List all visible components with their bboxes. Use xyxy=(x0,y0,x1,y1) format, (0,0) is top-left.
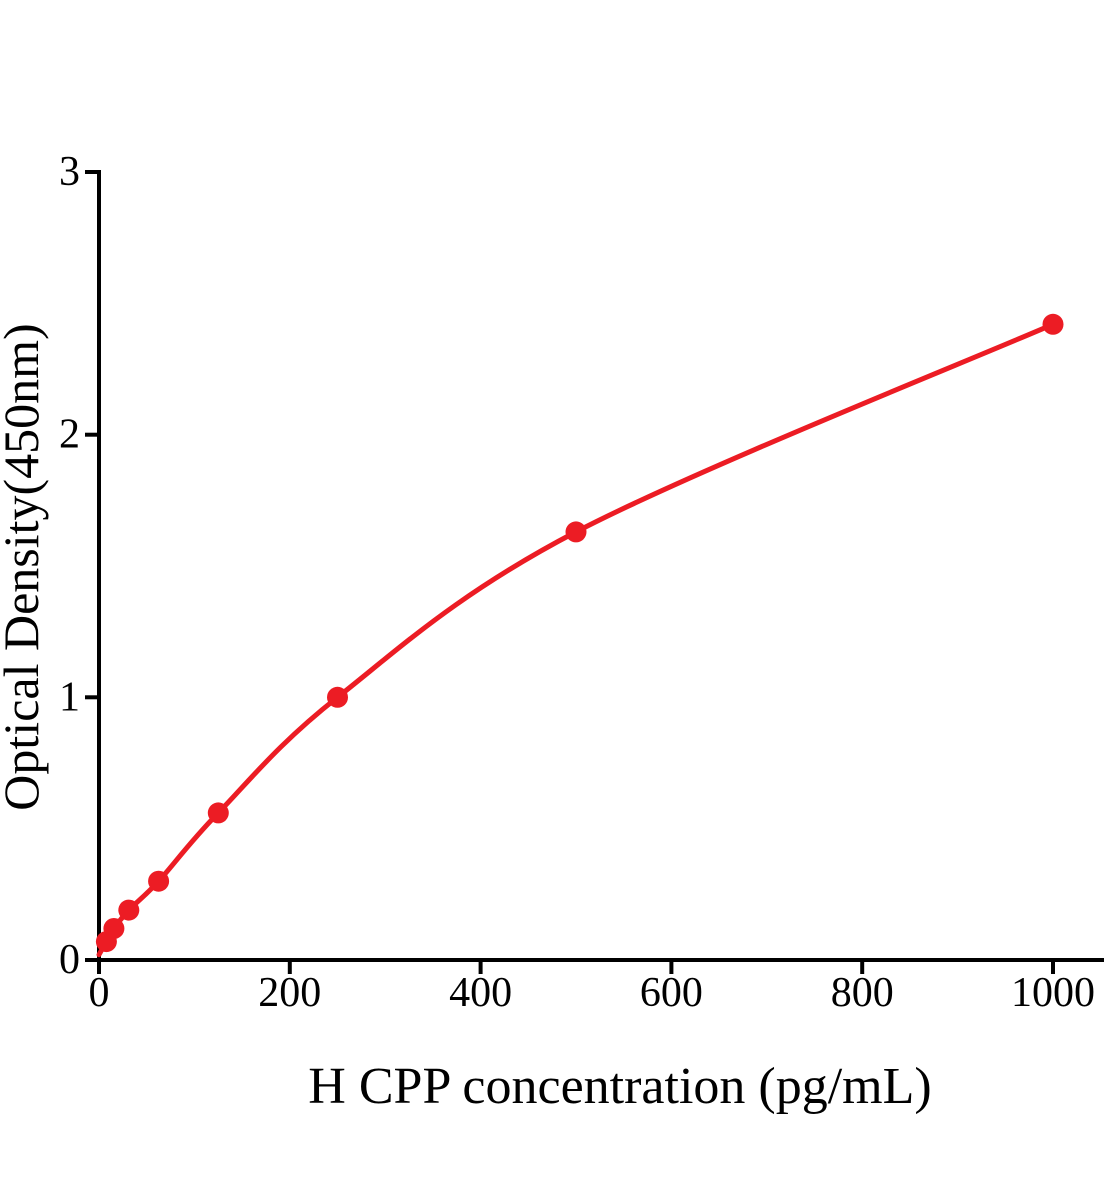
axes xyxy=(97,170,1104,962)
x-tick-label: 0 xyxy=(89,970,110,1016)
y-axis-ticks: 0 1 2 3 xyxy=(59,149,99,983)
x-axis-title: H CPP concentration (pg/mL) xyxy=(308,1058,931,1115)
data-series xyxy=(95,313,1064,958)
data-point-marker xyxy=(327,686,348,708)
data-point-marker xyxy=(207,802,229,824)
y-tick-label: 3 xyxy=(59,149,80,195)
data-point-marker xyxy=(565,521,587,543)
x-tick-label: 800 xyxy=(831,970,894,1016)
y-tick-label: 1 xyxy=(59,674,80,720)
x-tick-label: 1000 xyxy=(1011,970,1095,1016)
x-tick-label: 200 xyxy=(258,970,321,1016)
x-tick-label: 400 xyxy=(449,970,512,1016)
y-tick-label: 0 xyxy=(59,937,80,983)
x-axis-ticks: 0 200 400 600 800 1000 xyxy=(89,960,1095,1016)
x-tick-label: 600 xyxy=(640,970,703,1016)
y-axis-title: Optical Density(450nm) xyxy=(0,323,49,810)
data-point-marker xyxy=(118,899,140,921)
y-tick-label: 2 xyxy=(59,412,80,458)
data-point-marker xyxy=(148,870,170,892)
curve-line xyxy=(96,321,1056,958)
data-point-marker xyxy=(103,918,125,939)
data-point-marker xyxy=(1042,313,1064,335)
